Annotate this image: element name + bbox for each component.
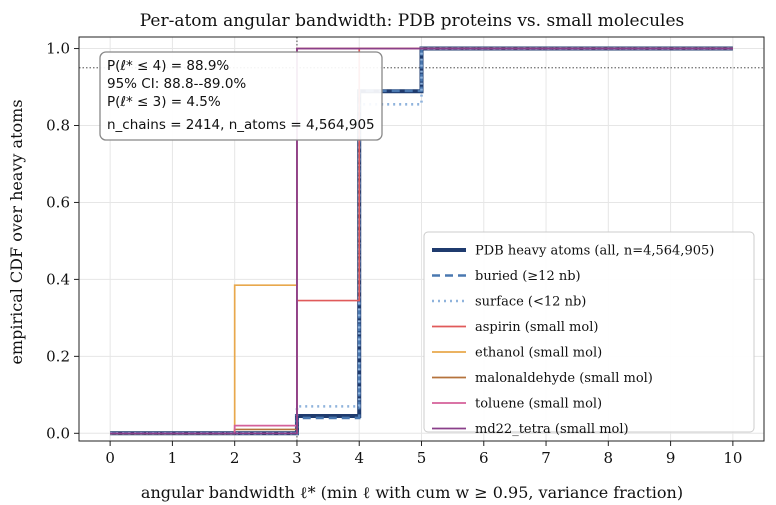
x-tick-label: 7 xyxy=(541,449,551,467)
y-tick-label: 0.8 xyxy=(46,116,70,134)
legend: PDB heavy atoms (all, n=4,564,905) buried… xyxy=(423,231,755,437)
y-tick-label: 0.2 xyxy=(46,347,70,365)
legend-label-1: buried (≥12 nb) xyxy=(475,269,581,284)
x-tick-label: 0 xyxy=(105,449,115,467)
stats-annotation-box: P(ℓ* ≤ 4) = 88.9% 95% CI: 88.8--89.0% P(… xyxy=(99,51,383,141)
annotation-line-4: n_chains = 2414, n_atoms = 4,564,905 xyxy=(107,117,375,133)
legend-label-4: ethanol (small mol) xyxy=(475,346,602,361)
x-tick-label: 5 xyxy=(417,449,427,467)
y-tick-label: 0.0 xyxy=(46,424,70,442)
y-axis-label: empirical CDF over heavy atoms xyxy=(7,99,26,364)
chart-title: Per-atom angular bandwidth: PDB proteins… xyxy=(140,11,685,31)
legend-label-7: md22_tetra (small mol) xyxy=(475,422,629,437)
annotation-line-2: 95% CI: 88.8--89.0% xyxy=(107,76,246,92)
legend-label-5: malonaldehyde (small mol) xyxy=(475,371,653,386)
x-tick-label: 4 xyxy=(354,449,364,467)
x-tick-label: 1 xyxy=(168,449,178,467)
y-tick-label: 1.0 xyxy=(46,40,70,58)
legend-label-2: surface (<12 nb) xyxy=(475,295,586,310)
legend-label-0: PDB heavy atoms (all, n=4,564,905) xyxy=(475,244,714,259)
annotation-line-3: P(ℓ* ≤ 3) = 4.5% xyxy=(107,94,221,110)
legend-label-6: toluene (small mol) xyxy=(475,397,602,412)
x-tick-label: 9 xyxy=(666,449,676,467)
annotation-line-1: P(ℓ* ≤ 4) = 88.9% xyxy=(107,58,229,74)
x-tick-label: 6 xyxy=(479,449,489,467)
x-tick-label: 8 xyxy=(604,449,614,467)
x-tick-label: 3 xyxy=(292,449,302,467)
x-tick-label: 2 xyxy=(230,449,240,467)
y-tick-label: 0.6 xyxy=(46,193,70,211)
x-axis-label-text: angular bandwidth ℓ* (min ℓ with cum w ≥… xyxy=(141,483,683,502)
x-tick-label: 10 xyxy=(723,449,742,467)
series-line-7 xyxy=(110,47,733,435)
y-tick-label: 0.4 xyxy=(46,270,70,288)
x-axis-label: angular bandwidth ℓ* (min ℓ with cum w ≥… xyxy=(141,483,683,502)
legend-label-3: aspirin (small mol) xyxy=(475,320,598,335)
legend-frame xyxy=(423,231,755,433)
